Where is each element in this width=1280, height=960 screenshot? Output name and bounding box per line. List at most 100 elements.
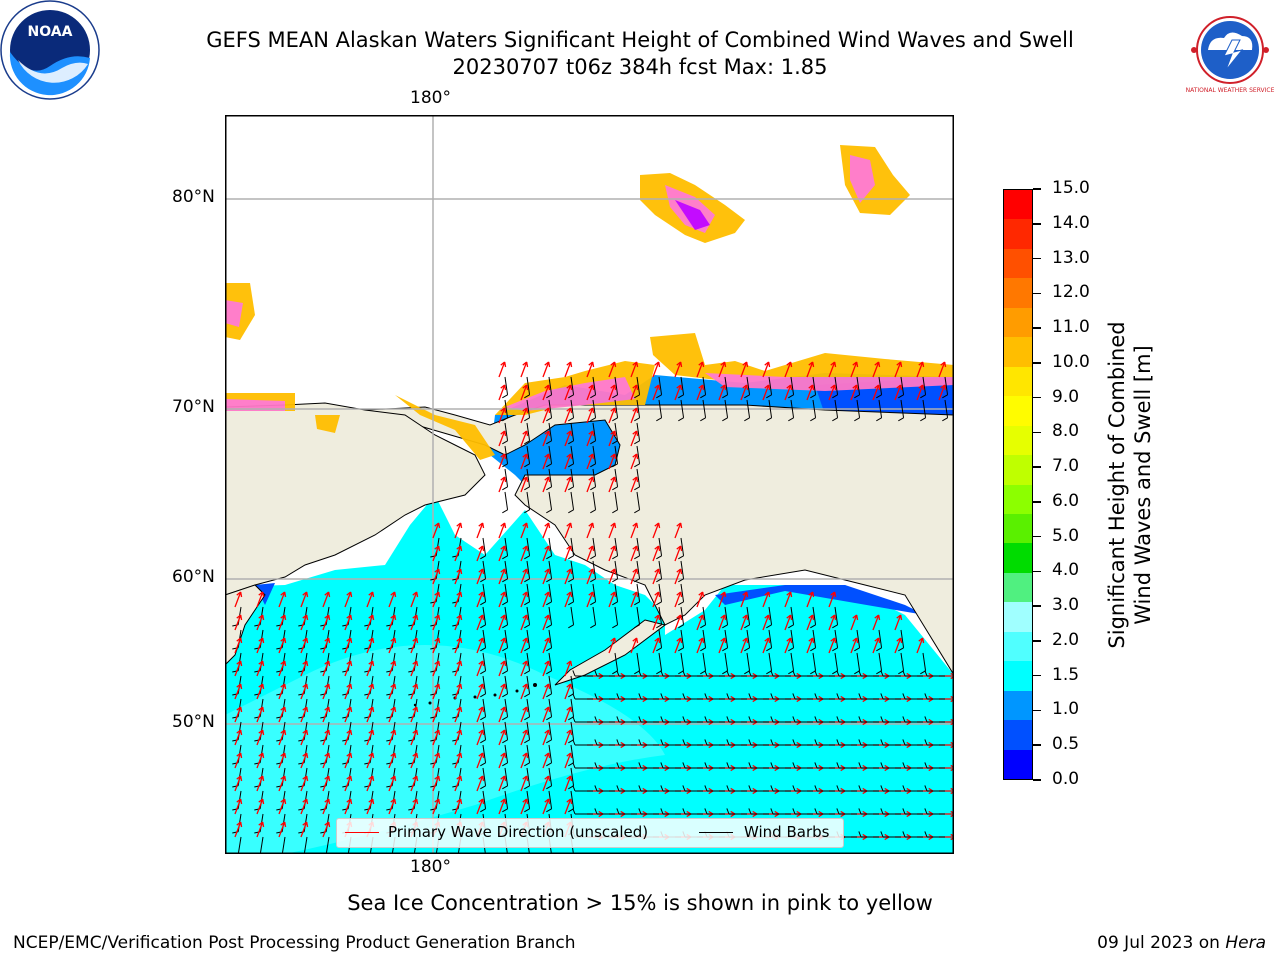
wave-direction-arrowhead [592,522,595,529]
wave-direction-arrowhead [372,683,375,690]
wind-barb-flag [836,739,840,746]
wave-direction-arrow [674,361,682,378]
wave-direction-arrowhead [526,453,529,460]
wave-direction-arrowhead [548,430,551,437]
wind-barb-flag [524,624,530,629]
wave-direction-arrow [300,591,308,608]
wind-barb-flag [590,486,596,491]
wave-direction-arrowhead [390,591,396,596]
wind-barb-flag [638,762,642,769]
wave-direction-arrowhead [280,683,286,688]
wind-barb-flag [880,693,884,700]
wind-barb-flag [594,716,598,723]
wave-direction-arrowhead [610,361,616,366]
wind-barb [548,629,553,648]
wind-barb-flag [902,716,906,723]
wind-barb-flag [722,394,728,399]
wave-direction-arrowhead [412,683,418,688]
wave-direction-arrow [762,384,770,401]
wave-direction-arrowhead [724,614,727,621]
wind-barb-flag [594,808,598,815]
wave-direction-arrowhead [240,821,243,828]
wave-direction-arrowhead [900,614,903,621]
wind-barb-flag [634,440,640,445]
wave-direction-arrowhead [548,522,551,529]
wind-barb [526,445,531,464]
wind-barb [658,560,663,579]
wave-direction-arrowhead [658,591,661,598]
wind-barb-flag [792,762,796,769]
wind-barb-flag [546,670,552,675]
wave-direction-arrow [366,614,374,631]
wave-direction-arrowhead [544,591,550,596]
wave-direction-arrow [256,775,264,792]
wind-barb [592,560,597,579]
wind-barb [482,675,487,694]
wind-barb [856,629,861,648]
wind-barb-flag [524,785,530,790]
wave-direction-arrow [410,729,418,746]
wave-direction-arrow [762,361,770,378]
wind-barb-flag [902,831,906,838]
wave-direction-arrowhead [394,775,397,782]
wave-direction-arrow [564,407,572,424]
wave-direction-arrowhead [460,614,463,621]
wave-direction-arrow [234,683,242,700]
wave-direction-arrowhead [896,614,902,619]
wind-barb-flag [880,831,884,838]
wave-direction-arrowhead [636,522,639,529]
wave-direction-arrowhead [280,775,286,780]
wave-direction-arrowhead [456,752,462,757]
wind-barb [482,698,487,717]
wind-barb [614,399,619,418]
wave-direction-arrow [432,522,440,539]
wave-direction-arrow [520,545,528,562]
wave-direction-arrow [520,683,528,700]
wind-barb-flag [546,486,552,491]
colorbar-segment [1004,572,1032,603]
wave-direction-arrow [520,591,528,608]
wave-direction-arrowhead [610,476,616,481]
wave-direction-arrowhead [526,568,529,575]
wave-direction-arrowhead [416,614,419,621]
wind-barb-flag [612,394,618,399]
wave-direction-arrowhead [856,361,859,368]
wind-barb [658,537,663,556]
wind-barb-flag [568,578,574,583]
wave-direction-arrow [256,752,264,769]
wind-barb-flag [590,440,596,445]
wave-direction-arrowhead [636,637,639,644]
wave-direction-arrowhead [478,729,484,734]
wave-direction-arrow [432,545,440,562]
wave-direction-arrowhead [240,775,243,782]
wave-direction-arrow [498,752,506,769]
wind-barb-flag [524,463,530,468]
wave-direction-arrow [828,591,836,608]
wave-direction-arrowhead [570,407,573,414]
colorbar-tick-label: 15.0 [1052,178,1090,198]
wave-direction-arrowhead [280,706,286,711]
wind-barb-flag [612,486,618,491]
wind-barb-flag [634,509,640,514]
wave-direction-arrowhead [500,476,506,481]
wave-direction-arrowhead [416,775,419,782]
wave-direction-arrowhead [698,637,704,642]
wave-direction-legend-label: Primary Wave Direction (unscaled) [388,823,649,841]
wave-direction-arrowhead [236,614,242,619]
wave-direction-arrow [520,361,528,378]
wind-barb-flag [682,670,686,677]
wave-direction-arrow [740,614,748,631]
wave-direction-arrowhead [500,637,506,642]
wave-direction-arrow [564,384,572,401]
wave-direction-arrowhead [390,729,396,734]
noaa-logo: NOAA [0,0,100,100]
wind-barb-flag [656,601,662,606]
wave-direction-arrow [476,522,484,539]
colorbar-segment [1004,278,1032,308]
wind-barb-flag [524,555,530,560]
wave-direction-arrowhead [346,637,352,642]
wind-barb-flag [502,624,508,629]
wave-direction-arrow [476,775,484,792]
wave-direction-arrowhead [390,683,396,688]
wave-direction-arrow [366,729,374,746]
